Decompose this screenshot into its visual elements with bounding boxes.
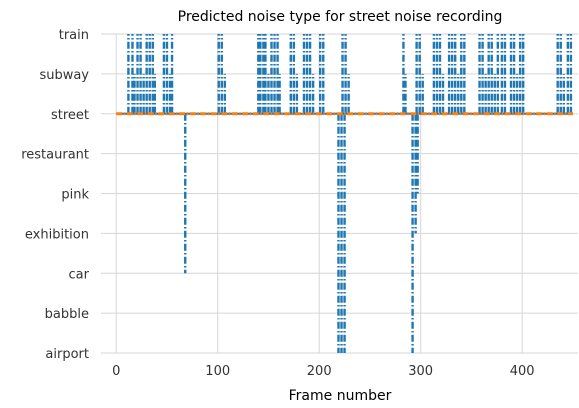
x-tick-labels: 0 100 200 300 400 xyxy=(112,364,535,379)
y-tick-labels: airport babble car exhibition pink restaurant… xyxy=(21,28,89,362)
x-tick-label-300: 300 xyxy=(408,364,433,379)
y-tick-label-pink: pink xyxy=(61,188,89,203)
chart-title: Predicted noise type for street noise re… xyxy=(178,9,503,25)
x-tick-label-100: 100 xyxy=(205,364,230,379)
y-tick-label-train: train xyxy=(59,28,89,43)
y-tick-label-car: car xyxy=(69,267,90,282)
y-tick-label-street: street xyxy=(51,108,89,123)
x-axis-label: Frame number xyxy=(289,388,392,403)
x-tick-label-0: 0 xyxy=(112,364,120,379)
y-tick-label-restaurant: restaurant xyxy=(21,148,89,163)
x-tick-label-400: 400 xyxy=(510,364,535,379)
y-tick-label-babble: babble xyxy=(45,307,89,322)
x-tick-label-200: 200 xyxy=(307,364,332,379)
y-tick-label-airport: airport xyxy=(45,347,89,362)
y-tick-label-subway: subway xyxy=(39,68,89,83)
y-tick-label-exhibition: exhibition xyxy=(25,227,89,242)
series xyxy=(116,34,573,353)
